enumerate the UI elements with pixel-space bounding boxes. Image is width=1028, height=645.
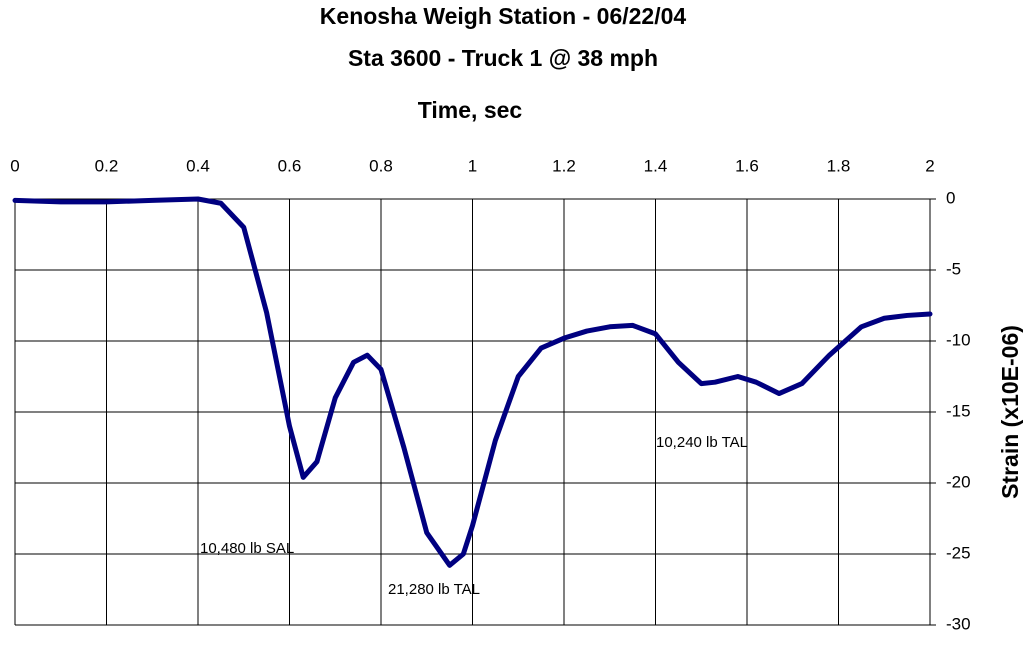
y-tick-label: -15 [946, 401, 971, 420]
x-tick-label: 0.4 [186, 156, 210, 175]
annotation: 10,240 lb TAL [656, 434, 748, 451]
x-tick-label: 2 [925, 156, 934, 175]
y-axis-label: Strain (x10E-06) [997, 325, 1023, 499]
chart-title: Kenosha Weigh Station - 06/22/04 [320, 3, 687, 29]
y-tick-label: -25 [946, 543, 971, 562]
x-tick-label: 1.2 [552, 156, 576, 175]
x-tick-label: 1.6 [735, 156, 759, 175]
chart-subtitle: Sta 3600 - Truck 1 @ 38 mph [348, 45, 658, 71]
x-tick-label: 0.6 [278, 156, 302, 175]
x-tick-label: 1 [468, 156, 477, 175]
y-tick-label: -10 [946, 330, 971, 349]
y-tick-label: -30 [946, 614, 971, 633]
annotation: 10,480 lb SAL [200, 540, 294, 557]
x-tick-label: 1.8 [827, 156, 851, 175]
data-line [12, 196, 933, 568]
y-tick-label: -5 [946, 259, 961, 278]
x-tick-label: 0.8 [369, 156, 393, 175]
y-tick-label: -20 [946, 472, 971, 491]
annotation: 21,280 lb TAL [388, 581, 480, 598]
x-tick-label: 1.4 [644, 156, 668, 175]
x-tick-label: 0 [10, 156, 19, 175]
x-tick-label: 0.2 [95, 156, 119, 175]
y-tick-label: 0 [946, 188, 955, 207]
x-axis-label: Time, sec [418, 97, 523, 123]
